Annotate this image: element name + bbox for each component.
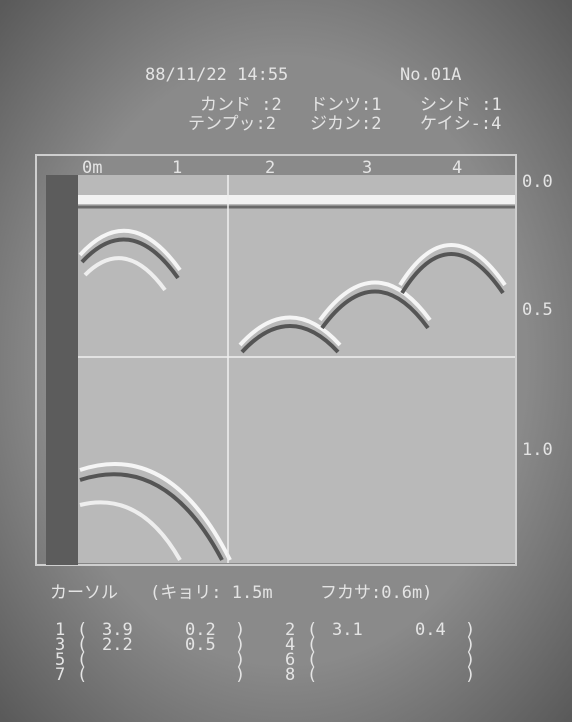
distance-label: 0m bbox=[82, 158, 102, 178]
setting: ドンツ:1 bbox=[310, 95, 381, 115]
side-bar bbox=[46, 175, 78, 565]
setting: テンプッ:2 bbox=[188, 114, 276, 134]
cursor-label: カーソル bbox=[50, 583, 118, 603]
bracket: ) bbox=[235, 665, 245, 685]
marker-distance: 3.1 bbox=[332, 620, 363, 640]
setting: カンド :2 bbox=[200, 95, 282, 115]
marker-depth: 0.5 bbox=[185, 635, 216, 655]
distance-label: 4 bbox=[452, 158, 462, 178]
cursor-distance: (キョリ: 1.5m bbox=[150, 583, 273, 603]
distance-label: 3 bbox=[362, 158, 372, 178]
setting: シンド :1 bbox=[420, 95, 502, 115]
distance-label: 2 bbox=[265, 158, 275, 178]
bracket: ) bbox=[465, 665, 475, 685]
marker-number: 7 bbox=[55, 665, 65, 685]
depth-label: 0.0 bbox=[522, 172, 553, 192]
distance-label: 1 bbox=[172, 158, 182, 178]
screen: 88/11/22 14:55 No.01A カンド :2 ドンツ:1 シンド :… bbox=[0, 0, 572, 722]
marker-distance: 2.2 bbox=[102, 635, 133, 655]
depth-label: 0.5 bbox=[522, 300, 553, 320]
depth-label: 1.0 bbox=[522, 440, 553, 460]
bracket: ( bbox=[77, 665, 87, 685]
radar-image bbox=[78, 175, 515, 563]
marker-number: 8 bbox=[285, 665, 295, 685]
cursor-depth: フカサ:0.6m) bbox=[320, 583, 432, 603]
setting: ケイシ-:4 bbox=[420, 114, 501, 134]
marker-depth: 0.4 bbox=[415, 620, 446, 640]
bracket: ( bbox=[307, 665, 317, 685]
record-number: No.01A bbox=[400, 65, 461, 85]
datetime: 88/11/22 14:55 bbox=[145, 65, 288, 85]
setting: ジカン:2 bbox=[310, 114, 381, 134]
